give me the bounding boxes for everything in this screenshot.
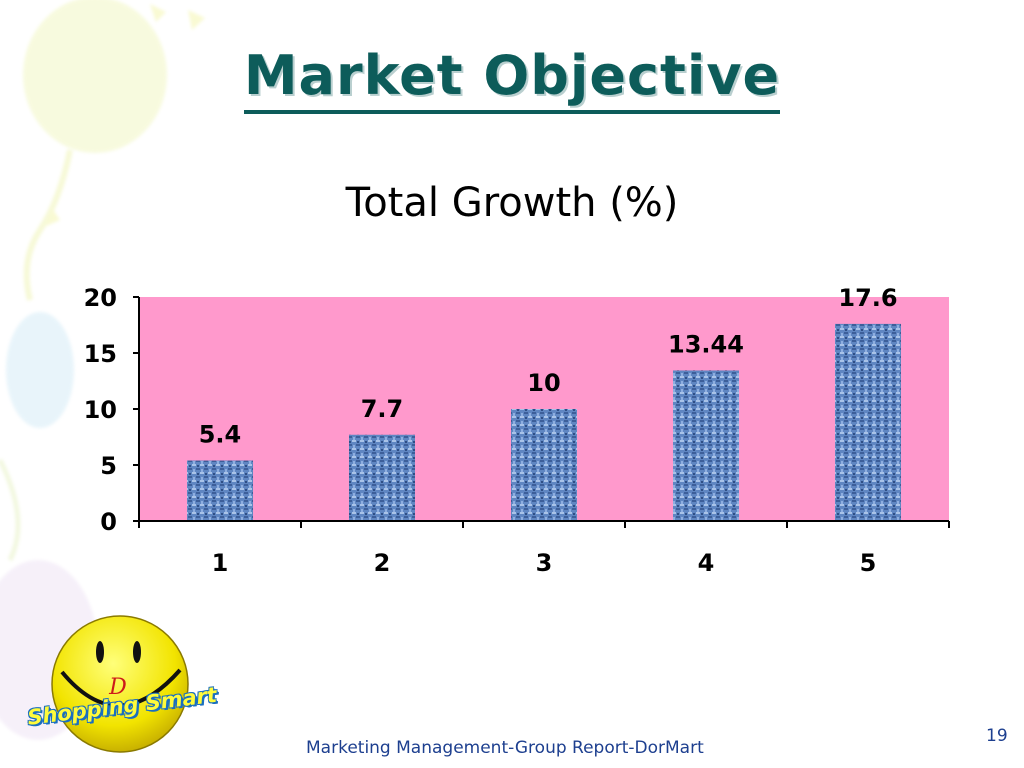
slide-title: Market Objective [0, 42, 1024, 114]
x-tick-label: 2 [374, 549, 391, 577]
x-tick-label: 3 [536, 549, 553, 577]
y-tick-label: 20 [84, 284, 117, 312]
y-tick-label: 5 [100, 452, 117, 480]
logo-letter: D [108, 675, 127, 700]
footer-text: Marketing Management-Group Report-DorMar… [306, 738, 704, 758]
balloon-blue-decoration [6, 312, 74, 428]
data-label-4: 13.44 [668, 330, 744, 358]
smiley-mouth-icon [60, 668, 182, 708]
x-tick-label: 4 [698, 549, 715, 577]
confetti-decoration [150, 4, 166, 22]
x-tick-label: 5 [860, 549, 877, 577]
chart-plot-group: 5.4 7.7 10 13.44 17.6 0 5 10 15 20 1 2 3 4 5 [84, 284, 950, 577]
page-number: 19 [986, 726, 1008, 746]
smiley-eye-icon [133, 641, 141, 663]
bar-2 [349, 434, 415, 521]
bar-5 [835, 323, 901, 521]
data-label-3: 10 [527, 369, 560, 397]
y-tick-label: 10 [84, 396, 117, 424]
y-tick-label: 15 [84, 340, 117, 368]
chart-title: Total Growth (%) [345, 180, 679, 226]
data-label-2: 7.7 [361, 395, 404, 423]
balloon-yellow-decoration [23, 0, 167, 153]
smiley-face-icon [51, 615, 189, 753]
x-tick-label: 1 [212, 549, 229, 577]
confetti-decoration [188, 10, 205, 30]
slide-title-text: Market Objective [243, 42, 781, 114]
balloon-string-decoration [0, 458, 21, 562]
y-tick-label: 0 [100, 508, 117, 536]
bar-1 [187, 460, 253, 521]
smiley-eye-icon [96, 641, 104, 663]
data-label-1: 5.4 [199, 421, 242, 449]
confetti-decoration [46, 208, 60, 226]
balloon-string-decoration [23, 149, 73, 301]
smiley-logo: D [51, 615, 189, 753]
bar-4 [673, 370, 739, 521]
data-label-5: 17.6 [838, 284, 897, 312]
bar-3 [511, 409, 577, 521]
